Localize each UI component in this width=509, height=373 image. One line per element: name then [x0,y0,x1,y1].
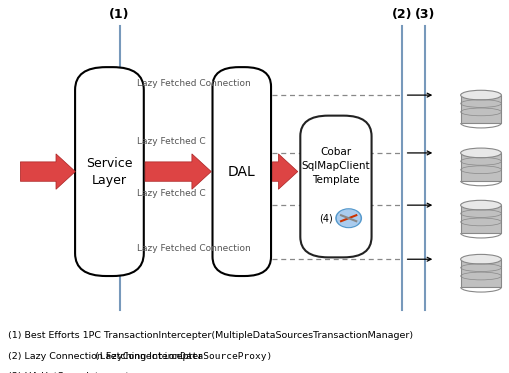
Text: Lazy Fetched Connection: Lazy Fetched Connection [137,79,251,88]
Text: Lazy Fetched Connection: Lazy Fetched Connection [137,244,251,253]
Bar [461,95,501,123]
Ellipse shape [461,148,501,158]
Text: (1): (1) [109,7,130,21]
Text: Service
Layer: Service Layer [86,157,133,186]
Ellipse shape [461,90,501,100]
Circle shape [336,209,361,228]
Text: DAL: DAL [228,164,256,179]
Text: (4): (4) [319,213,333,223]
Text: (LazyConnectionDataSourceProxy): (LazyConnectionDataSourceProxy) [94,352,272,361]
FancyBboxPatch shape [75,67,144,276]
FancyBboxPatch shape [213,67,271,276]
Text: (2): (2) [392,7,412,21]
Bar [461,153,501,181]
Ellipse shape [461,200,501,210]
FancyBboxPatch shape [300,116,372,257]
Text: Lazy Fetched C: Lazy Fetched C [137,137,206,146]
Polygon shape [145,154,211,189]
Text: (1) Best Efforts 1PC TransactionIntercepter(MultipleDataSourcesTransactionManage: (1) Best Efforts 1PC TransactionIntercep… [8,331,413,340]
Polygon shape [272,154,298,189]
Text: (2) Lazy Connection Fetching Intercepter: (2) Lazy Connection Fetching Intercepter [8,352,214,361]
Ellipse shape [461,254,501,264]
Text: Lazy Fetched C: Lazy Fetched C [137,189,206,198]
Text: (3): (3) [415,7,435,21]
Polygon shape [20,154,75,189]
Bar [461,205,501,233]
Circle shape [337,210,360,226]
Text: Cobar
SqlMapClient
Template: Cobar SqlMapClient Template [302,147,370,185]
Bar [461,259,501,287]
Text: (3) HA HotSwap Intercepter: (3) HA HotSwap Intercepter [8,372,139,373]
